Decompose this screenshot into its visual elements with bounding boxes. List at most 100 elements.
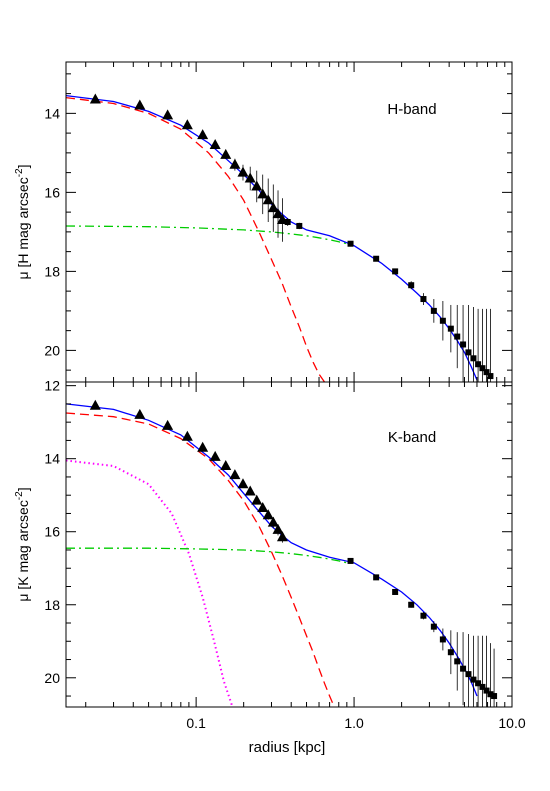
square-data-point [420, 612, 427, 619]
y-axis-label: μ [K mag arcsec-2] [14, 487, 31, 601]
square-data-point [373, 255, 380, 262]
triangle-data-point [272, 208, 284, 219]
y-tick-label: 20 [44, 342, 60, 358]
triangle-data-point [237, 478, 249, 489]
square-data-point [408, 282, 415, 289]
triangle-data-point [237, 166, 249, 177]
square-data-point [460, 341, 467, 348]
square-data-point [347, 240, 354, 247]
x-tick-label: 10.0 [498, 715, 525, 731]
square-data-point [491, 693, 498, 700]
square-data-point [284, 219, 291, 225]
square-data-point [475, 361, 482, 368]
triangle-data-point [251, 494, 263, 505]
triangle-data-point [181, 119, 193, 130]
square-data-point [373, 574, 380, 581]
triangle-data-point [267, 516, 279, 527]
solid-model-curve [66, 403, 478, 697]
square-data-point [479, 683, 486, 690]
square-data-point [465, 671, 472, 678]
triangle-data-point [244, 172, 256, 183]
triangle-data-point [162, 109, 174, 120]
square-data-point [483, 687, 490, 694]
plot-area [66, 399, 498, 707]
y-tick-label: 14 [44, 105, 60, 121]
y-tick-label: 12 [44, 378, 60, 394]
square-data-point [392, 268, 399, 275]
square-data-point [487, 691, 494, 698]
x-axis-label: radius [kpc] [249, 739, 326, 756]
square-data-point [420, 296, 427, 303]
triangle-data-point [181, 430, 193, 441]
dashdot-model-curve [66, 225, 347, 245]
triangle-data-point [267, 202, 279, 213]
square-data-point [470, 355, 477, 362]
triangle-data-point [209, 138, 221, 149]
y-axis-label: μ [H mag arcsec-2] [14, 164, 31, 279]
square-data-point [470, 676, 477, 683]
square-data-point [296, 222, 303, 229]
k-band-panel: 12 14 16 18 20 K-band μ [K mag arcsec-2] [14, 378, 513, 708]
triangle-data-point [276, 531, 288, 542]
panel-label: H-band [387, 101, 436, 118]
y-tick-label: 16 [44, 184, 60, 200]
square-data-point [439, 317, 446, 324]
y-axis-label-superscript: -2 [14, 168, 25, 177]
triangle-data-point [244, 485, 256, 496]
triangle-data-point [229, 469, 241, 480]
triangle-data-point [220, 459, 232, 470]
x-tick-label: 0.1 [186, 715, 206, 731]
y-axis-label-end: ] [15, 487, 31, 491]
y-axis-label-main: μ [K mag arcsec [15, 500, 31, 601]
square-data-point [447, 325, 454, 332]
square-data-point [483, 369, 490, 376]
triangle-data-point [134, 99, 146, 110]
triangle-data-point [272, 523, 284, 534]
y-tick-label: 14 [44, 451, 60, 467]
square-data-point [430, 623, 437, 630]
square-data-point [347, 557, 354, 564]
triangle-data-point [209, 450, 221, 461]
y-tick-label: 16 [44, 524, 60, 540]
triangle-data-point [197, 441, 209, 452]
plot-frame [65, 381, 513, 708]
square-data-point [408, 601, 415, 608]
square-data-point [479, 365, 486, 372]
square-data-point [439, 636, 446, 643]
solid-model-curve [66, 94, 478, 381]
square-data-point [460, 665, 467, 672]
plot-area [66, 93, 494, 382]
triangle-data-point [229, 158, 241, 169]
triangle-data-point [257, 501, 269, 512]
triangle-data-point [89, 93, 101, 104]
triangle-data-point [197, 129, 209, 140]
square-data-point [475, 680, 482, 687]
triangle-data-point [257, 188, 269, 199]
triangle-data-point [220, 148, 232, 159]
triangle-data-point [251, 180, 263, 191]
dotted-model-curve [66, 459, 234, 707]
dashdot-model-curve [66, 547, 347, 564]
y-tick-label: 18 [44, 597, 60, 613]
square-data-point [430, 307, 437, 314]
y-axis-label-superscript: -2 [14, 491, 25, 500]
dashed-model-curve [66, 96, 326, 382]
h-band-panel: 14 16 18 20 H-band μ [H mag arcsec-2] [14, 61, 513, 383]
square-data-point [454, 333, 461, 340]
triangle-data-point [134, 408, 146, 419]
triangle-data-point [262, 194, 274, 205]
dashed-model-curve [66, 412, 335, 707]
square-data-point [454, 658, 461, 665]
square-data-point [487, 373, 494, 380]
x-tick-label: 1.0 [344, 715, 364, 731]
triangle-data-point [89, 399, 101, 410]
square-data-point [447, 649, 454, 656]
square-data-point [392, 588, 399, 595]
panel-label: K-band [388, 429, 436, 446]
y-axis-label-main: μ [H mag arcsec [15, 177, 31, 279]
y-tick-label: 18 [44, 263, 60, 279]
square-data-point [465, 349, 472, 356]
y-tick-label: 20 [44, 670, 60, 686]
